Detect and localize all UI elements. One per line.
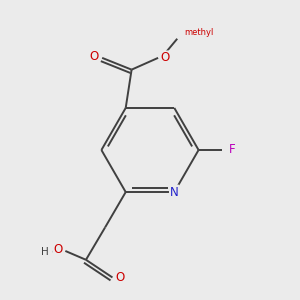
Text: methyl: methyl (184, 28, 213, 37)
Text: F: F (229, 143, 236, 157)
Text: O: O (89, 50, 98, 63)
Text: O: O (53, 243, 63, 256)
Text: O: O (160, 51, 169, 64)
Text: H: H (41, 248, 49, 257)
Text: O: O (115, 271, 124, 284)
Text: N: N (170, 186, 179, 199)
